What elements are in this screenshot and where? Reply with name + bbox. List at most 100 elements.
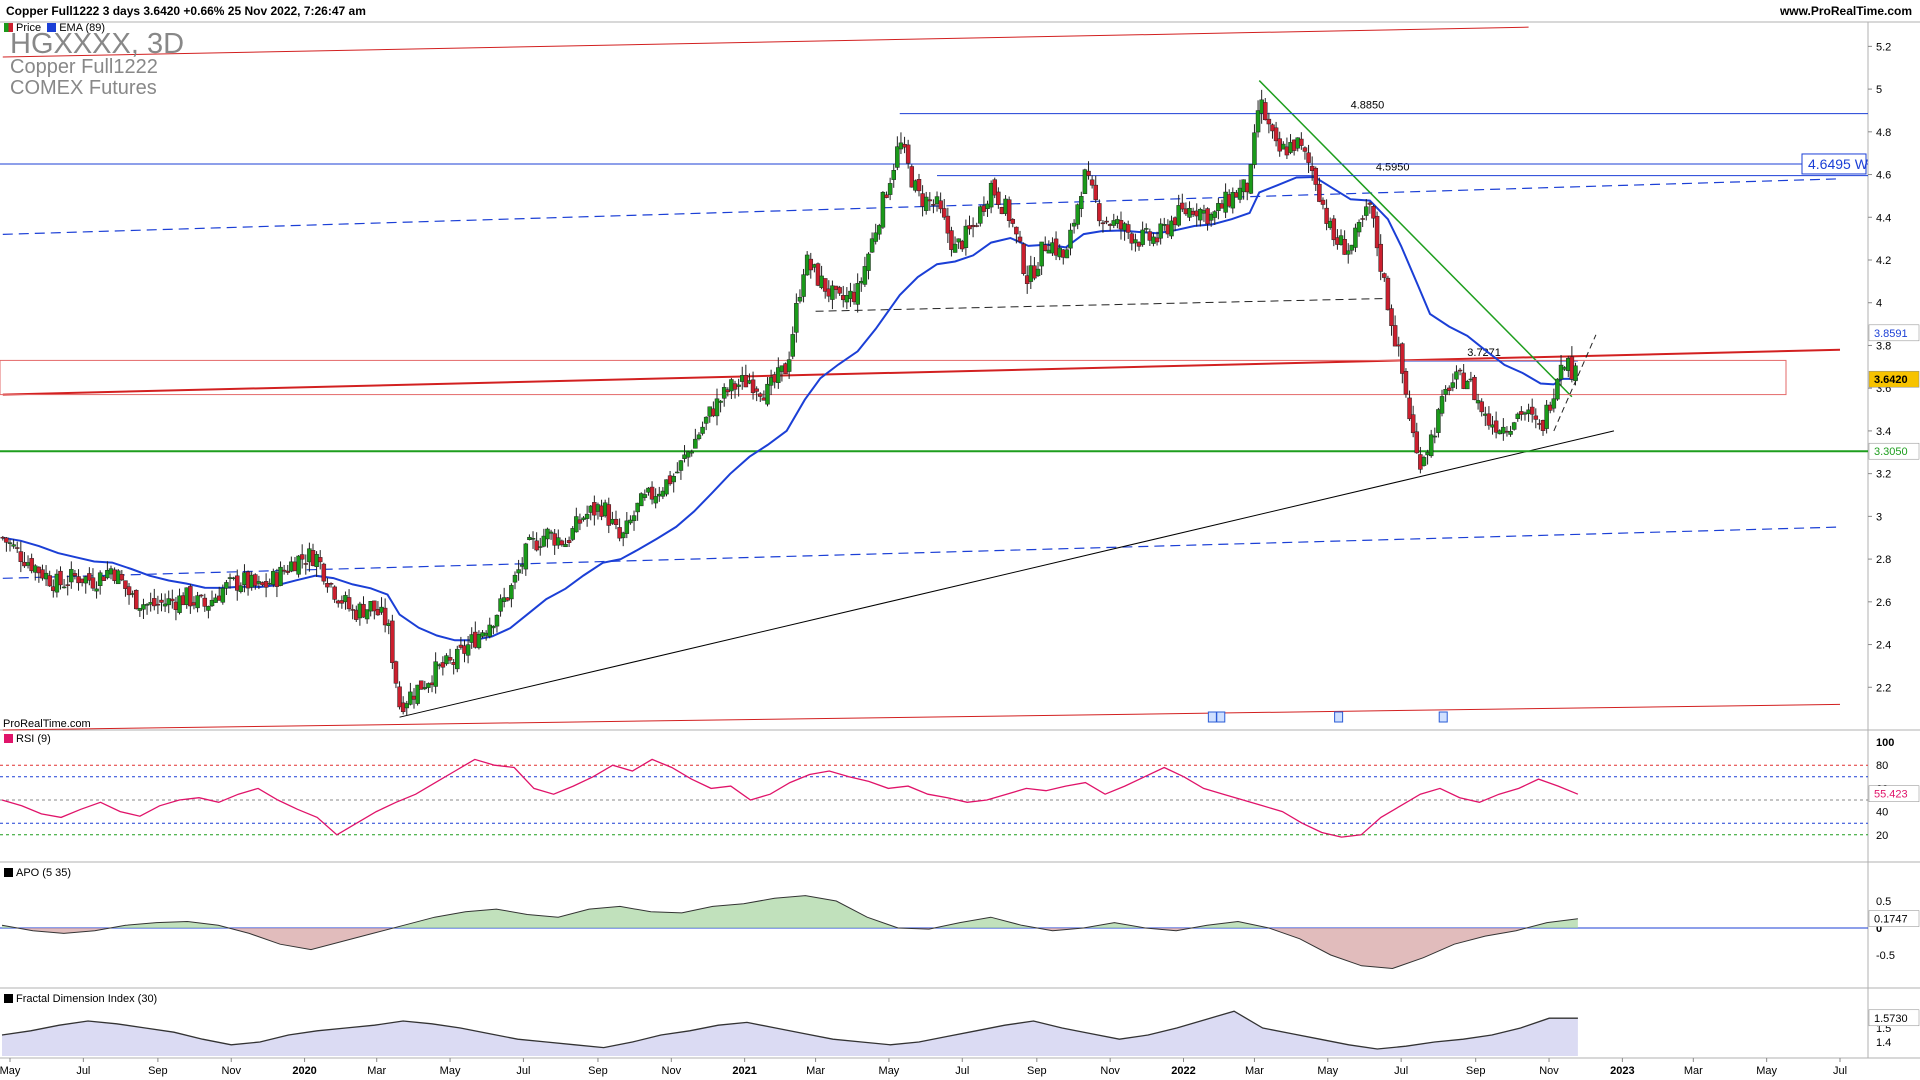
candle-body — [141, 604, 146, 610]
candle-body — [119, 574, 125, 581]
symbol-title: HGXXXX, 3D — [10, 28, 185, 60]
support-level-tag-text: 3.3050 — [1874, 446, 1908, 458]
candle-body — [916, 179, 922, 192]
candle-body — [934, 196, 940, 205]
candle-body — [1075, 204, 1080, 225]
candle-body — [696, 434, 702, 440]
apo-tick-label: -0.5 — [1876, 950, 1895, 962]
candle-body — [494, 614, 500, 627]
candle-body — [123, 580, 128, 589]
candle-body — [649, 486, 655, 500]
candle-body — [281, 569, 287, 572]
candle-body — [873, 232, 878, 242]
candle-body — [822, 278, 828, 292]
candle-body — [1342, 239, 1347, 255]
candle-body — [101, 576, 107, 581]
candle-body — [736, 384, 741, 387]
resistance-zone-box — [0, 359, 1787, 396]
candle-body — [548, 531, 554, 534]
candle-body — [1021, 243, 1026, 274]
candle-body — [700, 426, 705, 434]
candle-body — [996, 191, 1001, 205]
candle-body — [397, 686, 402, 708]
candle-body — [1403, 371, 1409, 395]
candle-body — [332, 586, 337, 600]
candle-body — [523, 543, 529, 570]
x-tick-label: Mar — [367, 1065, 386, 1077]
candle-body — [750, 379, 756, 394]
candle-body — [1439, 396, 1445, 414]
x-tick-label: Jul — [1394, 1065, 1408, 1077]
last-price-tag-text: 3.6420 — [1874, 374, 1908, 386]
candle-body — [433, 661, 438, 687]
fdi-line — [1, 1010, 1578, 1050]
candle-body — [786, 359, 792, 372]
candle-body — [1385, 277, 1391, 311]
lower-red-channel-line — [2, 703, 1841, 731]
exchange-name: COMEX Futures — [10, 77, 157, 99]
candle-body — [61, 586, 67, 589]
candle-body — [1133, 239, 1138, 244]
price-tick-label: 2.2 — [1876, 682, 1891, 694]
fdi-fill — [2, 1011, 1578, 1056]
apo-tick-label: 0.5 — [1876, 896, 1891, 908]
candle-body — [1558, 364, 1564, 380]
top-info-bar: Copper Full1222 3 days 3.6420 +0.66% 25 … — [0, 0, 1920, 22]
instrument-info: Copper Full1222 3 days 3.6420 +0.66% 25 … — [6, 4, 366, 18]
candle-body — [133, 589, 139, 610]
candle-body — [563, 543, 568, 548]
x-tick-label: 2023 — [1610, 1065, 1634, 1077]
candle-body — [1511, 422, 1517, 430]
candle-body — [1230, 192, 1236, 209]
price-legend-label: Price — [16, 22, 42, 34]
candle-body — [382, 607, 388, 626]
candle-body — [815, 263, 821, 286]
candle-body — [1140, 229, 1145, 245]
apo-title: APO (5 35) — [16, 867, 72, 879]
candle-body — [1100, 222, 1106, 225]
price-tick-label: 4 — [1876, 298, 1882, 310]
candle-body — [1533, 415, 1539, 420]
candle-body — [491, 625, 496, 629]
event-icon — [1334, 711, 1344, 723]
website-link[interactable]: www.ProRealTime.com — [1779, 4, 1912, 18]
price-tick-label: 3.2 — [1876, 469, 1891, 481]
apo-legend-swatch — [4, 868, 13, 877]
candle-body — [487, 624, 492, 637]
x-tick-label: Mar — [1245, 1065, 1264, 1077]
candle-body — [1324, 207, 1329, 224]
candle-body — [325, 582, 330, 588]
candle-body — [1082, 169, 1088, 194]
fdi-title: Fractal Dimension Index (30) — [16, 993, 158, 1005]
candle-body — [693, 438, 698, 449]
candle-body — [1400, 343, 1405, 374]
apo-line — [1, 895, 1578, 970]
candle-body — [635, 502, 640, 513]
x-tick-label: Sep — [1027, 1065, 1047, 1077]
candle-body — [440, 662, 446, 668]
x-tick-label: Sep — [588, 1065, 608, 1077]
x-tick-label: May — [1756, 1065, 1777, 1077]
apo-positive-fill — [2, 895, 1578, 928]
candle-body — [1454, 371, 1459, 380]
apo-value-tag: 0.1747 — [1868, 910, 1920, 927]
rsi-panel-title: RSI (9) — [4, 733, 51, 745]
candle-body — [689, 451, 694, 454]
x-tick-label: Jul — [1833, 1065, 1847, 1077]
red-trend-line — [2, 348, 1841, 396]
candle-body — [1086, 170, 1091, 176]
candle-body — [166, 598, 171, 606]
candle-body — [1421, 457, 1427, 466]
candle-body — [537, 546, 543, 548]
candle-body — [509, 585, 514, 600]
candle-body — [1317, 183, 1322, 202]
candle-body — [931, 204, 936, 206]
candle-body — [1436, 409, 1441, 433]
price-legend: Price EMA (89) — [4, 22, 105, 34]
candle-body — [1529, 406, 1535, 415]
candle-body — [642, 494, 648, 498]
candle-body — [1006, 199, 1012, 221]
candle-body — [797, 296, 803, 302]
x-tick-label: Nov — [221, 1065, 241, 1077]
